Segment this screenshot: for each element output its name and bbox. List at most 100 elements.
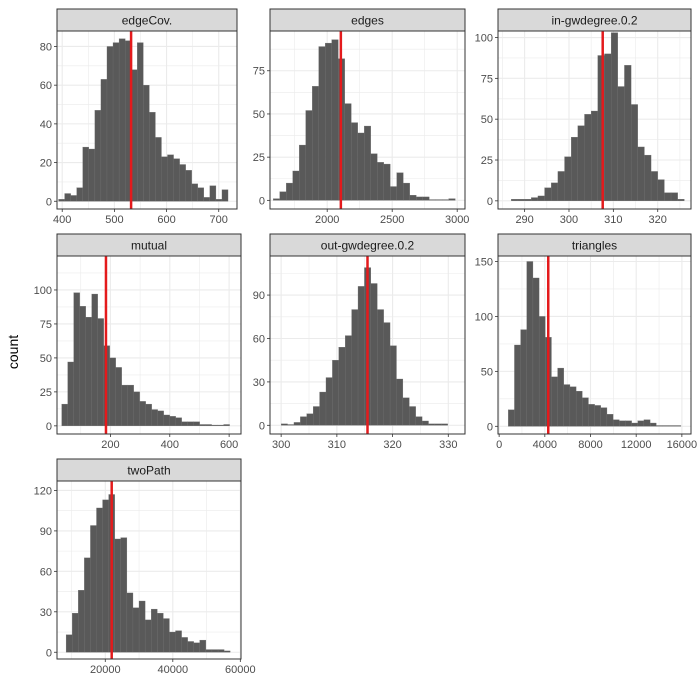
histogram-bar (538, 316, 546, 427)
y-tick-label: 100 (34, 285, 52, 297)
histogram-bar (656, 425, 663, 427)
histogram-bar (389, 345, 397, 426)
histogram-bar (58, 199, 65, 202)
y-tick-label: 30 (40, 607, 52, 619)
histogram-bar (84, 557, 91, 653)
histogram-bar (88, 148, 96, 202)
histogram-bar (313, 406, 320, 426)
x-tick-label: 2500 (380, 214, 404, 226)
histogram-bar (217, 649, 225, 653)
histogram-bar (551, 376, 558, 427)
histogram-bar (319, 391, 327, 426)
histogram-bar (625, 420, 632, 427)
facet-title: edges (351, 14, 384, 28)
histogram-bar (179, 164, 186, 202)
histogram-bar (292, 170, 300, 201)
facet-panel-1: edges 2000 2500 3000 0 25 50 75 (253, 8, 469, 226)
histogram-bar (582, 397, 589, 427)
histogram-bar (677, 199, 685, 201)
histogram-bar (163, 618, 170, 653)
facet-title: in-gwdegree.0.2 (551, 14, 637, 28)
y-axis-title: count (5, 335, 21, 369)
histogram-bar (537, 195, 545, 201)
histogram-bar (167, 154, 174, 202)
x-tick-label: 290 (515, 214, 533, 226)
x-tick-label: 320 (383, 439, 401, 451)
histogram-bar (279, 191, 287, 201)
y-tick-label: 60 (40, 566, 52, 578)
histogram-bar (191, 183, 198, 202)
histogram-bar (143, 85, 150, 202)
histogram-bar (217, 424, 224, 426)
panel-border (497, 255, 692, 435)
y-tick-label: 0 (46, 421, 52, 433)
y-tick-label: 50 (40, 353, 52, 365)
histogram-bar (617, 86, 625, 201)
histogram-bar (396, 378, 404, 426)
histogram-bar (610, 32, 618, 201)
y-tick-label: 100 (475, 311, 493, 323)
histogram-bar (145, 403, 152, 426)
x-tick-label: 330 (439, 439, 457, 451)
x-tick-label: 40000 (158, 664, 189, 676)
histogram-bar (531, 197, 539, 201)
histogram-bar (118, 38, 126, 202)
histogram-bar (181, 421, 188, 426)
y-tick-label: 0 (46, 647, 52, 659)
histogram-bar (139, 401, 146, 426)
y-tick-label: 25 (253, 152, 265, 164)
x-tick-label: 400 (161, 439, 179, 451)
histogram-bar (649, 422, 657, 427)
x-tick-label: 700 (210, 214, 228, 226)
histogram-bar (161, 156, 168, 202)
histogram-bar (526, 261, 534, 427)
histogram-bar (82, 146, 89, 202)
histogram-bar (203, 197, 211, 202)
x-tick-label: 16000 (667, 439, 698, 451)
facet-panel-6: twoPath 20000 40000 60000 0 30 60 90 120 (34, 458, 256, 676)
histogram-bar (429, 199, 436, 201)
histogram-bar (61, 403, 68, 426)
x-tick-label: 200 (101, 439, 119, 451)
histogram-bar (73, 292, 80, 426)
histogram-bar (662, 425, 669, 427)
histogram-bar (544, 187, 552, 201)
histogram-bar (312, 86, 319, 201)
histogram-bar (370, 153, 378, 201)
histogram-bar (674, 425, 682, 427)
x-tick-label: 300 (560, 214, 578, 226)
histogram-bar (78, 590, 85, 653)
y-tick-label: 0 (487, 196, 493, 208)
histogram-bar (377, 309, 384, 426)
histogram-bar (287, 424, 295, 426)
histogram-bar (65, 634, 73, 653)
histogram-bar (575, 390, 583, 427)
histogram-bar (571, 136, 579, 201)
histogram-bar (668, 425, 675, 427)
histogram-bar (563, 384, 571, 427)
panel-border (56, 480, 242, 660)
histogram-bar (169, 631, 176, 653)
histogram-bar (383, 322, 391, 426)
histogram-bar (657, 179, 665, 201)
histogram-bar (441, 423, 448, 426)
histogram-bar (305, 110, 313, 201)
histogram-bar (155, 137, 162, 202)
histogram-bar (448, 198, 456, 201)
histogram-bar (434, 423, 442, 426)
histogram-bar (126, 592, 134, 653)
histogram-bar (163, 414, 170, 426)
y-tick-label: 0 (259, 420, 265, 432)
histogram-bar (332, 360, 339, 426)
facet-panel-3: mutual 200 400 600 0 25 50 75 100 (34, 233, 242, 451)
panel-border (497, 30, 692, 210)
x-tick-label: 8000 (578, 439, 602, 451)
y-tick-label: 60 (253, 333, 265, 345)
histogram-bar (286, 182, 293, 201)
histogram-bar (280, 423, 288, 426)
histogram-bar (299, 144, 306, 201)
histogram-bar (390, 186, 397, 201)
y-tick-label: 120 (34, 485, 52, 497)
x-tick-label: 500 (105, 214, 123, 226)
histogram-bar (600, 407, 608, 427)
